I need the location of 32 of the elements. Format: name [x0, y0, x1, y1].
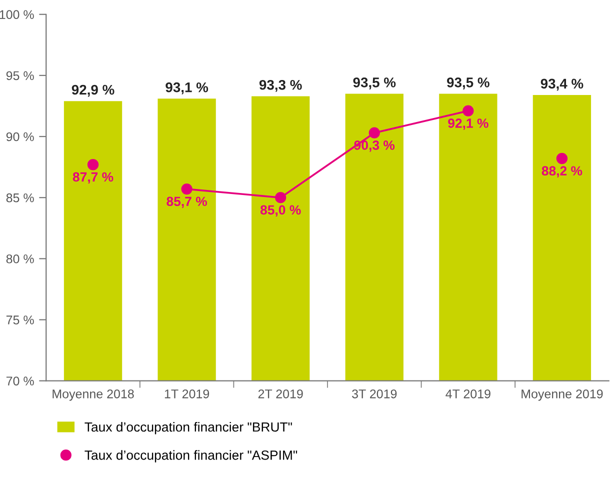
- data-label: 92,9 %: [72, 84, 114, 97]
- data-label: 88,2 %: [542, 166, 582, 178]
- data-label: 93,4 %: [540, 78, 584, 91]
- y-tick-label: 95 %: [6, 71, 34, 80]
- point: [556, 152, 568, 164]
- data-label: 93,1 %: [166, 82, 208, 94]
- point: [87, 159, 99, 170]
- x-tick-label: 3T 2019: [352, 389, 397, 398]
- x-tick-label: Moyenne 2019: [522, 389, 603, 401]
- y-tick-label: 80 %: [6, 254, 34, 264]
- point: [368, 127, 380, 138]
- data-label: 85,7 %: [166, 196, 207, 208]
- x-tick-label: 4T 2019: [446, 389, 490, 398]
- y-tick-label: 100 %: [0, 10, 34, 20]
- x-tick-label: 1T 2019: [164, 389, 210, 398]
- x-tick-label: Moyenne 2018: [52, 389, 134, 401]
- y-tick-label: 75 %: [6, 316, 34, 324]
- point: [275, 192, 286, 204]
- legend-label: Taux d’occupation financier "BRUT": [84, 422, 292, 434]
- y-tick-label: 90 %: [6, 132, 34, 142]
- data-label: 92,1 %: [448, 118, 488, 130]
- y-tick-label: 70 %: [6, 376, 34, 386]
- data-label: 93,3 %: [259, 80, 302, 92]
- point: [462, 105, 474, 116]
- point: [181, 183, 192, 195]
- data-label: 93,5 %: [447, 78, 490, 90]
- data-label: 87,7 %: [72, 172, 114, 184]
- legend-label: Taux d’occupation financier "ASPIM": [84, 450, 298, 462]
- y-tick-label: 85 %: [6, 193, 34, 202]
- data-label: 93,5 %: [353, 78, 396, 90]
- data-label: 85,0 %: [260, 205, 301, 217]
- x-tick-label: 2T 2019: [258, 389, 303, 398]
